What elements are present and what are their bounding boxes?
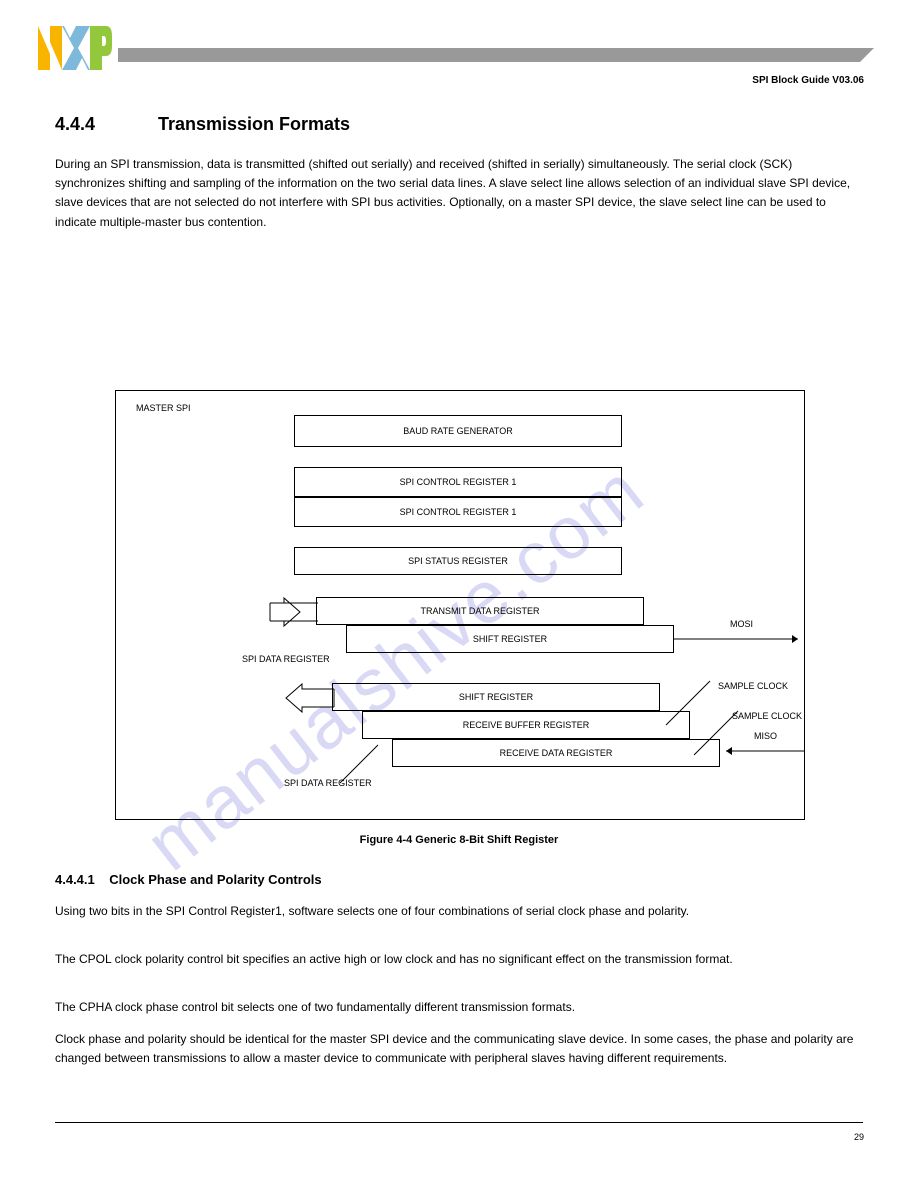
spisr-box: SPI STATUS REGISTER — [294, 547, 622, 575]
receive-dr: RECEIVE DATA REGISTER — [392, 739, 720, 767]
nxp-logo — [36, 24, 112, 74]
paragraph-2: Using two bits in the SPI Control Regist… — [55, 902, 863, 921]
shift-reg-tx: SHIFT REGISTER — [346, 625, 674, 653]
sample-clock-1: SAMPLE CLOCK — [718, 681, 788, 691]
arrow-out-rx — [280, 681, 334, 715]
arrow-into-tx — [268, 595, 318, 629]
header-section-label: SPI Block Guide V03.06 — [752, 75, 864, 86]
spicr1-b: SPI CONTROL REGISTER 1 — [294, 497, 622, 527]
section-number: 4.4.4 — [55, 114, 95, 135]
master-spi-label: MASTER SPI — [136, 403, 191, 413]
miso-label: MISO — [754, 731, 777, 741]
transmit-dr-box: TRANSMIT DATA REGISTER — [316, 597, 644, 625]
header-rule — [118, 48, 860, 62]
footer-rule — [55, 1122, 863, 1123]
mosi-label: MOSI — [730, 619, 753, 629]
sample-clock-2: SAMPLE CLOCK — [732, 711, 802, 721]
section-title: Transmission Formats — [158, 114, 350, 135]
paragraph-3: The CPOL clock polarity control bit spec… — [55, 950, 863, 969]
paragraph-4: The CPHA clock phase control bit selects… — [55, 998, 863, 1017]
figure-caption: Figure 4-4 Generic 8-Bit Shift Register — [55, 832, 863, 850]
shift-reg-rx: SHIFT REGISTER — [332, 683, 660, 711]
paragraph-5: Clock phase and polarity should be ident… — [55, 1030, 863, 1068]
mosi-arrow — [674, 637, 804, 641]
subsection-number: 4.4.4.1 — [55, 872, 95, 887]
spi-data-reg-label-tx: SPI DATA REGISTER — [242, 654, 330, 664]
spicr1-a: SPI CONTROL REGISTER 1 — [294, 467, 622, 497]
paragraph-1: During an SPI transmission, data is tran… — [55, 155, 863, 232]
baud-rate-box: BAUD RATE GENERATOR — [294, 415, 622, 447]
receive-buf: RECEIVE BUFFER REGISTER — [362, 711, 690, 739]
page-number: 29 — [854, 1132, 864, 1142]
miso-arrow — [720, 749, 804, 753]
subsection-title: Clock Phase and Polarity Controls — [109, 872, 321, 887]
slash-left — [340, 745, 378, 783]
shift-register-diagram: MASTER SPI BAUD RATE GENERATOR SPI CONTR… — [115, 390, 805, 820]
